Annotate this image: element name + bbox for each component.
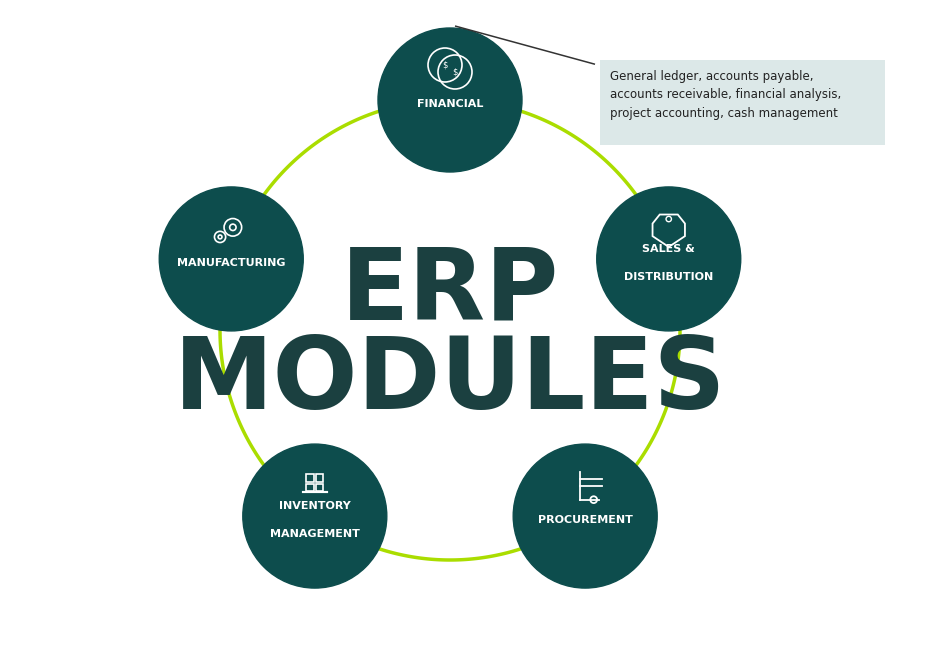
Text: MODULES: MODULES xyxy=(174,333,726,430)
Circle shape xyxy=(243,444,386,588)
Text: MANUFACTURING: MANUFACTURING xyxy=(177,258,285,268)
Circle shape xyxy=(249,198,264,213)
FancyBboxPatch shape xyxy=(599,60,885,145)
Text: $: $ xyxy=(452,68,457,77)
Circle shape xyxy=(160,187,303,331)
Text: ERP: ERP xyxy=(341,244,559,341)
Bar xyxy=(306,484,313,491)
Circle shape xyxy=(525,537,540,552)
Text: FINANCIAL: FINANCIAL xyxy=(416,99,482,109)
Circle shape xyxy=(378,28,521,172)
Bar xyxy=(315,474,323,482)
Text: INVENTORY: INVENTORY xyxy=(278,501,350,511)
Text: SALES &: SALES & xyxy=(642,244,695,254)
Text: $: $ xyxy=(442,60,447,70)
Text: MANAGEMENT: MANAGEMENT xyxy=(270,529,360,539)
Circle shape xyxy=(513,444,656,588)
Text: DISTRIBUTION: DISTRIBUTION xyxy=(623,272,713,282)
Text: PROCUREMENT: PROCUREMENT xyxy=(537,515,632,525)
Circle shape xyxy=(596,187,740,331)
Circle shape xyxy=(263,467,278,483)
Circle shape xyxy=(671,310,686,325)
Bar xyxy=(306,474,313,482)
Text: General ledger, accounts payable,
accounts receivable, financial analysis,
proje: General ledger, accounts payable, accoun… xyxy=(610,70,840,120)
Circle shape xyxy=(501,100,516,116)
Bar xyxy=(315,484,323,491)
